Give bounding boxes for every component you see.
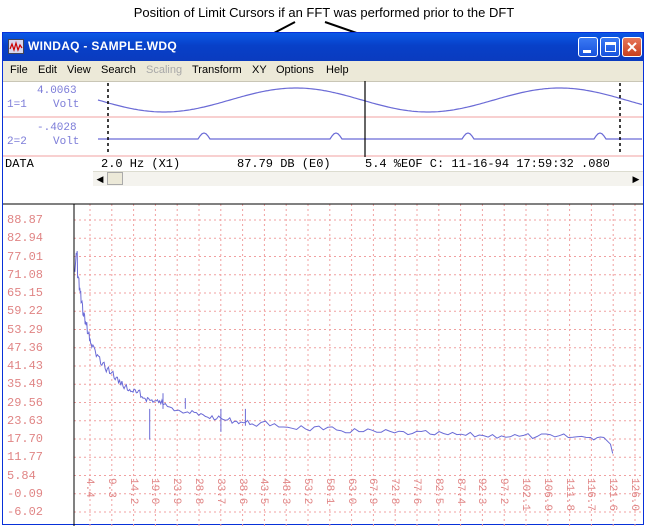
status-bar: DATA 2.0 Hz (X1) 87.79 DB (E0) 5.4 %EOF … [3,157,643,171]
channel-2-value: -.4028 [37,122,77,134]
x-tick-label: 97.2 [497,478,510,505]
x-tick-label: 106.9 [540,478,553,512]
y-tick-label: -6.02 [7,505,44,519]
menu-transform[interactable]: Transform [192,64,242,76]
x-tick-label: 63.0 [344,478,357,505]
scroll-thumb[interactable] [107,172,123,185]
title-bar[interactable]: WINDAQ - SAMPLE.WDQ [3,33,643,61]
x-tick-label: 116.7 [584,478,597,512]
x-tick-label: 102.1 [519,478,531,512]
x-tick-label: 121.6 [606,478,619,512]
y-tick-label: 17.70 [7,432,44,446]
x-tick-label: 72.8 [388,478,401,505]
y-tick-label: 29.56 [7,395,44,410]
x-tick-label: 82.5 [431,478,444,505]
y-tick-label: 82.94 [7,231,44,246]
horizontal-scrollbar[interactable]: ◀ ▶ [93,171,643,186]
spectrum-series [74,251,614,454]
waveform-panel[interactable]: 4.0063 1=1 Volt -.4028 2=2 Volt [3,81,643,157]
close-button[interactable] [622,37,642,57]
y-tick-label: 77.01 [7,249,44,264]
y-tick-label: 11.77 [7,450,44,465]
y-tick-label: 5.84 [7,468,36,483]
dft-chart [3,203,643,526]
status-mode: DATA [5,157,34,171]
x-tick-label: 4.4 [83,478,95,498]
scroll-left-button[interactable]: ◀ [93,172,107,186]
channel-1-trace [97,87,643,113]
channel-1-id: 1=1 [7,99,27,111]
scroll-right-arrow-icon: ▶ [632,174,640,184]
x-tick-label: 33.7 [213,478,226,505]
channel-2-trace [98,132,642,140]
menu-search[interactable]: Search [101,64,136,76]
menu-help[interactable]: Help [326,64,349,76]
x-tick-label: 67.9 [366,478,379,505]
y-tick-label: 41.43 [7,359,44,373]
channel-2-id: 2=2 [7,136,27,148]
maximize-button[interactable] [600,37,620,57]
windaq-app-icon[interactable] [8,39,24,54]
maximize-icon [605,42,616,52]
x-tick-label: 87.4 [453,478,466,505]
x-tick-label: 126.0 [628,478,640,512]
scroll-left-arrow-icon: ◀ [96,174,104,184]
y-tick-label: -0.09 [7,486,44,501]
close-icon [627,42,637,52]
x-tick-label: 23.9 [170,478,183,505]
x-tick-label: 38.6 [235,478,248,505]
status-db: 87.79 DB (E0) [237,157,331,171]
y-tick-label: 47.36 [7,340,44,355]
y-tick-label: 65.15 [7,286,44,300]
x-tick-label: 111.8 [562,478,575,512]
x-tick-label: 9.3 [104,478,117,498]
x-tick-label: 58.1 [322,478,335,505]
menu-scaling[interactable]: Scaling [146,64,183,76]
y-tick-label: 23.63 [7,413,44,428]
x-tick-label: 43.5 [257,478,270,505]
menu-file[interactable]: File [10,64,28,76]
minimize-button[interactable] [578,37,598,57]
x-tick-label: 48.3 [279,478,292,505]
annotation-text: Position of Limit Cursors if an FFT was … [133,5,515,20]
status-frequency: 2.0 Hz (X1) [101,157,181,171]
windaq-window: WINDAQ - SAMPLE.WDQ File Edit View Searc… [2,32,644,526]
y-tick-label: 53.29 [7,322,44,337]
x-tick-label: 28.8 [192,478,204,505]
y-tick-label: 71.08 [7,267,44,282]
x-tick-label: 14.2 [126,478,139,505]
menu-edit[interactable]: Edit [38,64,57,76]
annotation-callout: Position of Limit Cursors if an FFT was … [0,0,648,126]
x-tick-label: 19.0 [148,478,161,505]
y-tick-label: 35.49 [7,377,44,392]
channel-1-value: 4.0063 [37,85,77,97]
menu-bar: File Edit View Search Scaling Transform … [3,61,643,82]
channel-1-unit: Volt [53,99,80,111]
y-tick-label: 59.22 [7,304,44,319]
status-eof-time: 5.4 %EOF C: 11-16-94 17:59:32 .080 [365,157,610,171]
minimize-icon [583,50,591,53]
scroll-right-button[interactable]: ▶ [629,172,643,186]
channel-2-unit: Volt [53,136,80,148]
menu-xy[interactable]: XY [252,64,267,76]
x-tick-label: 77.6 [410,478,422,505]
x-tick-label: 53.2 [301,478,313,505]
dft-plot[interactable]: 88.87 82.94 77.01 71.08 65.15 59.22 53.29 47.36… [3,186,643,526]
y-tick-label: 88.87 [7,213,44,227]
x-tick-label: 92.3 [475,478,488,505]
waveform-display [3,81,643,157]
menu-options[interactable]: Options [276,64,314,76]
menu-view[interactable]: View [67,64,91,76]
window-title: WINDAQ - SAMPLE.WDQ [28,39,178,53]
